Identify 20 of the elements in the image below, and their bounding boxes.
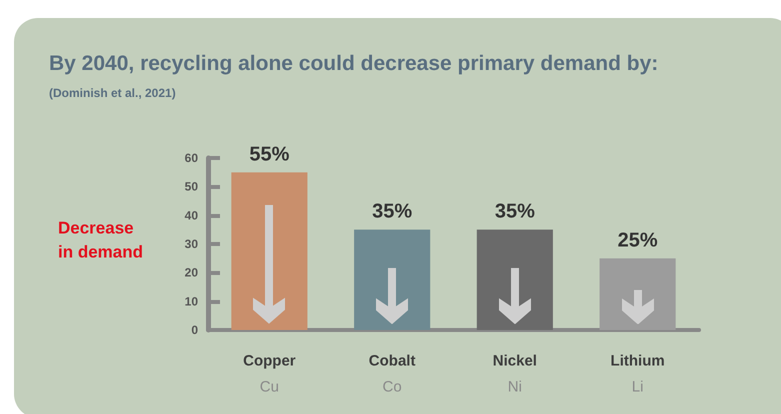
bar [476,230,553,330]
y-tick-label: 20 [184,266,198,280]
chart-subtitle: (Dominish et al., 2021) [49,86,176,100]
x-tick-label: Lithium Li [610,352,665,396]
y-tick-label: 30 [184,237,198,251]
x-tick-label: Copper Cu [243,352,296,396]
y-axis-title: Decrease in demand [58,218,144,262]
data-label: 55% [249,143,290,166]
data-label: 35% [494,200,536,223]
y-tick-label: 0 [191,323,198,337]
data-label: 35% [372,200,412,223]
x-tick-label: Nickel Ni [492,352,537,396]
y-tick-label: 40 [184,208,198,222]
bar [354,230,430,330]
data-label: 25% [618,229,658,252]
y-tick-label: 10 [184,294,198,308]
x-tick-label: Cobalt Co [368,352,416,396]
y-tick-label: 60 [184,151,198,165]
y-tick-label: 50 [184,180,198,194]
chart-title: By 2040, recycling alone could decrease primary demand by: [49,52,658,75]
